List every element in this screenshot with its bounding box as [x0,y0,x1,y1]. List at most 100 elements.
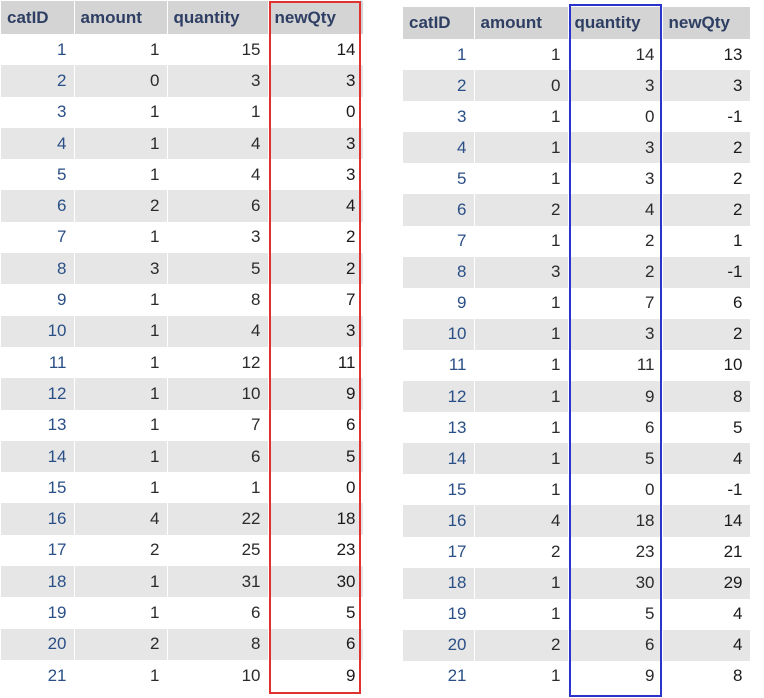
cell-amount: 1 [74,566,168,598]
cell-amount: 1 [474,598,569,630]
table-row[interactable]: 17 2 25 23 [1,534,364,567]
column-header-amount[interactable]: amount [74,1,168,34]
table-row[interactable]: 8 3 2 -1 [403,256,751,288]
cell-newqty: 5 [268,440,364,473]
cell-newqty: 1 [662,225,751,257]
table-row[interactable]: 21 1 10 9 [1,659,364,692]
table-row[interactable]: 17 2 23 21 [403,536,751,568]
cell-quantity: 6 [568,412,663,444]
cell-amount: 2 [74,190,168,222]
cell-catid: 16 [1,503,75,535]
header-row: catID amount quantity newQty [1,1,364,34]
table-row[interactable]: 18 1 31 30 [1,566,364,598]
table-row[interactable]: 1 1 14 13 [403,39,751,71]
table-row[interactable]: 11 1 11 10 [403,349,751,382]
cell-newqty: 9 [268,378,364,410]
table-row[interactable]: 18 1 30 29 [403,567,751,599]
cell-amount: 1 [74,96,168,128]
table-row[interactable]: 10 1 3 2 [403,318,751,350]
column-header-newqty[interactable]: newQty [662,7,751,39]
table-row[interactable]: 19 1 6 5 [1,597,364,629]
cell-amount: 1 [74,597,168,629]
cell-amount: 2 [74,628,168,660]
cell-catid: 4 [403,132,475,164]
cell-catid: 18 [403,567,475,599]
cell-catid: 2 [403,70,475,102]
cell-newqty: 2 [662,194,751,226]
cell-catid: 13 [1,409,75,441]
cell-quantity: 10 [167,378,269,410]
cell-quantity: 25 [167,534,269,567]
cell-catid: 8 [1,253,75,285]
table-row[interactable]: 15 1 1 0 [1,472,364,504]
table-row[interactable]: 14 1 5 4 [403,443,751,475]
table-row[interactable]: 14 1 6 5 [1,440,364,473]
cell-catid: 10 [403,318,475,350]
table-row[interactable]: 19 1 5 4 [403,598,751,630]
cell-amount: 1 [74,346,168,379]
column-header-newqty[interactable]: newQty [268,1,364,34]
cell-newqty: 0 [268,472,364,504]
cell-newqty: -1 [662,256,751,288]
table-row[interactable]: 20 2 8 6 [1,628,364,660]
column-header-amount[interactable]: amount [474,7,569,39]
cell-catid: 3 [1,96,75,128]
cell-catid: 3 [403,101,475,133]
cell-quantity: 1 [167,472,269,504]
table-row[interactable]: 15 1 0 -1 [403,474,751,506]
cell-quantity: 15 [167,34,269,66]
table-row[interactable]: 11 1 12 11 [1,346,364,379]
table-row[interactable]: 16 4 22 18 [1,503,364,535]
cell-amount: 1 [474,132,569,164]
table-row[interactable]: 10 1 4 3 [1,315,364,347]
cell-catid: 17 [403,536,475,568]
cell-quantity: 9 [568,660,663,692]
cell-amount: 0 [474,70,569,102]
cell-amount: 1 [74,315,168,347]
table-row[interactable]: 3 1 0 -1 [403,101,751,133]
column-header-quantity[interactable]: quantity [167,1,269,34]
cell-quantity: 3 [568,163,663,195]
table-row[interactable]: 13 1 7 6 [1,409,364,441]
table-row[interactable]: 1 1 15 14 [1,34,364,66]
cell-quantity: 22 [167,503,269,535]
table-row[interactable]: 20 2 6 4 [403,629,751,661]
left-results-table: catID amount quantity newQty 1 1 15 14 2 0 3 3 3… [1,1,364,692]
cell-newqty: 5 [662,412,751,444]
cell-newqty: 5 [268,597,364,629]
table-row[interactable]: 13 1 6 5 [403,412,751,444]
column-header-catid[interactable]: catID [403,7,475,39]
cell-quantity: 23 [568,536,663,568]
cell-quantity: 6 [167,440,269,473]
cell-catid: 21 [403,660,475,692]
table-row[interactable]: 16 4 18 14 [403,505,751,537]
cell-amount: 1 [474,381,569,413]
column-header-quantity[interactable]: quantity [568,7,663,39]
cell-newqty: 30 [268,566,364,598]
table-row[interactable]: 12 1 9 8 [403,381,751,413]
table-row[interactable]: 12 1 10 9 [1,378,364,410]
column-header-catid[interactable]: catID [1,1,75,34]
table-row[interactable]: 21 1 9 8 [403,660,751,692]
cell-catid: 14 [1,440,75,473]
table-body: 1 1 15 14 2 0 3 3 3 1 1 0 4 1 4 3 5 1 4 3 6 2 6 4 7 1 3 2 8 3 5 2 9 1 8 7 10… [1,34,364,692]
cell-quantity: 6 [568,629,663,661]
cell-newqty: 4 [662,443,751,475]
cell-amount: 1 [474,412,569,444]
cell-amount: 4 [474,505,569,537]
cell-amount: 0 [74,65,168,97]
